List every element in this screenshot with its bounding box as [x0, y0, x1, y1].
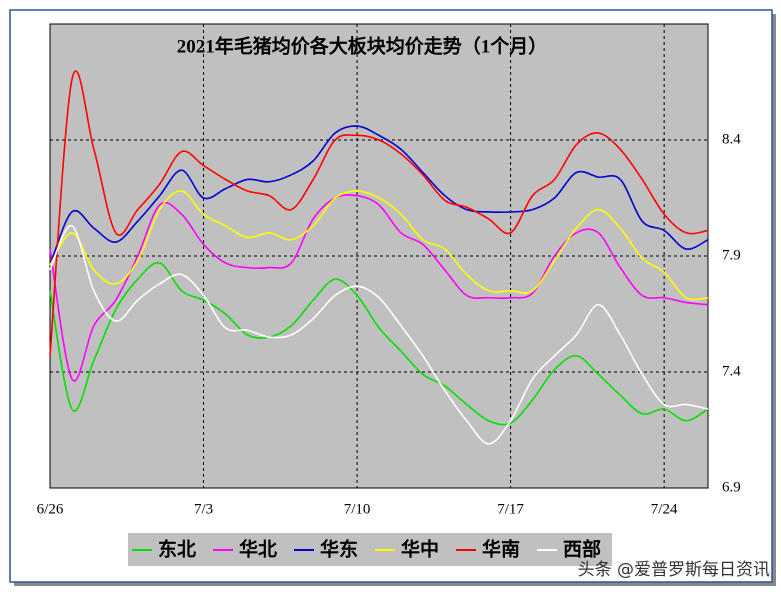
series-line: [49, 125, 709, 266]
x-tick-label: 7/24: [651, 501, 678, 517]
series-line: [49, 261, 709, 426]
x-tick-label: 6/26: [37, 501, 64, 517]
legend: [128, 533, 612, 566]
legend-label: 华北: [239, 538, 277, 561]
x-tick-label: 7/17: [497, 501, 524, 517]
legend-label: 西部: [563, 538, 601, 561]
x-tick-label: 7/10: [344, 501, 371, 517]
series-line: [49, 190, 709, 301]
series-line: [49, 194, 709, 382]
y-tick-label: 6.9: [722, 479, 741, 495]
y-tick-label: 7.9: [722, 247, 741, 263]
legend-label: 华南: [482, 538, 520, 561]
watermark: 头条 @爱普罗斯每日资讯: [578, 560, 770, 580]
series-line: [49, 70, 709, 356]
legend-label: 东北: [158, 538, 196, 561]
chart-title: 2021年毛猪均价各大板块均价走势（1个月）: [177, 34, 548, 57]
y-tick-label: 7.4: [722, 363, 741, 379]
series-line: [49, 225, 709, 445]
legend-label: 华中: [401, 538, 439, 561]
y-tick-label: 8.4: [722, 131, 741, 147]
x-tick-label: 7/3: [194, 501, 213, 517]
legend-label: 华东: [320, 538, 358, 561]
